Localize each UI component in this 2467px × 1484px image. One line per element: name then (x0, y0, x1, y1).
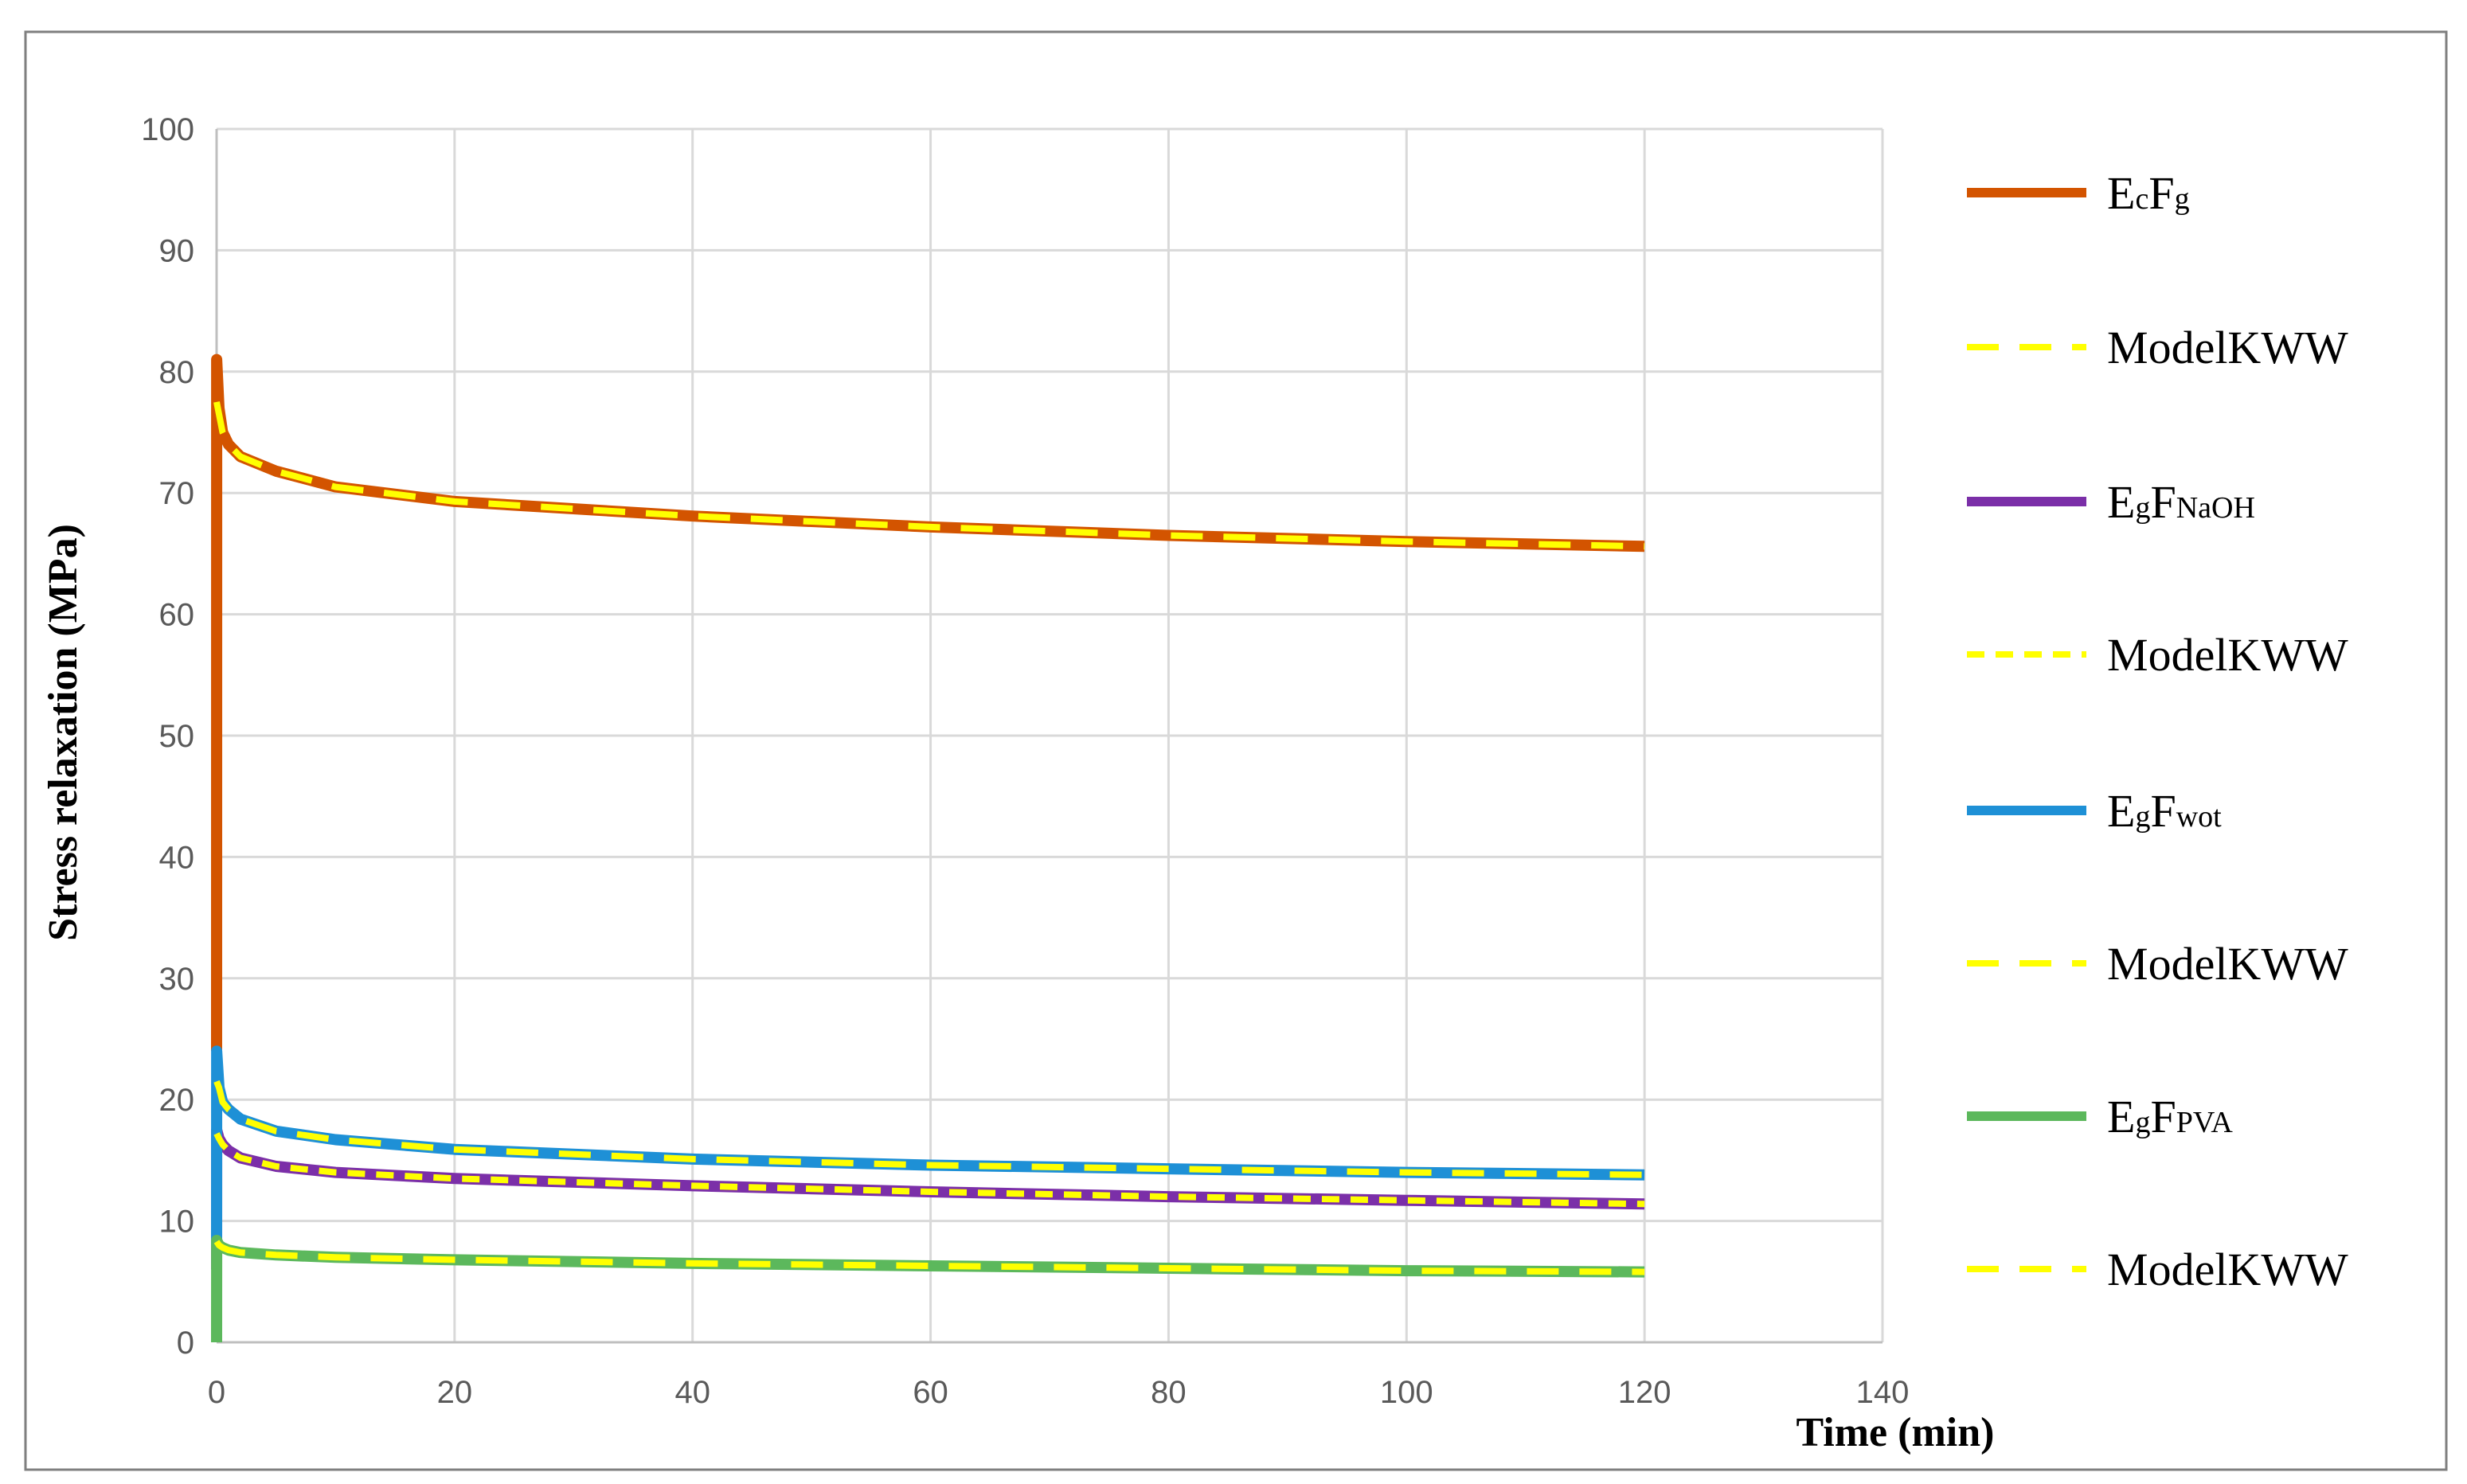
y-tick-label: 60 (159, 598, 195, 633)
x-tick-label: 120 (1618, 1375, 1671, 1410)
series-line-1 (213, 401, 1645, 550)
legend-label-7: ModelKWW (2107, 1244, 2348, 1295)
outer-frame (24, 30, 2448, 1471)
x-tick-label: 140 (1856, 1375, 1910, 1410)
legend-label-0: EcFg (2107, 167, 2190, 219)
y-tick-label: 20 (159, 1083, 195, 1118)
x-tick-label: 40 (674, 1375, 710, 1410)
y-tick-label: 50 (159, 719, 195, 754)
x-axis-title: Time (min) (1796, 1410, 1995, 1455)
legend-label-4: EgFwot (2107, 785, 2222, 837)
legend-label-6: EgFPVA (2107, 1091, 2233, 1142)
series-line-7 (213, 1240, 1645, 1275)
x-tick-label: 100 (1380, 1375, 1433, 1410)
x-tick-label: 0 (208, 1375, 225, 1410)
x-tick-labels: 0 20 40 60 80 100 120 140 (208, 1375, 1910, 1410)
gridlines (217, 127, 1884, 1342)
series-lines (211, 353, 1645, 1343)
y-tick-label: 70 (159, 476, 195, 511)
y-tick-labels: 0 10 20 30 40 50 60 70 80 90 100 (141, 112, 194, 1361)
y-tick-label: 40 (159, 840, 195, 875)
legend-label-2: EgFNaOH (2107, 476, 2255, 528)
legend: EcFg ModelKWW EgFNaOH ModelKWW EgFwot ModelKW… (1967, 167, 2348, 1295)
y-tick-label: 10 (159, 1205, 195, 1240)
series-line-5 (213, 1080, 1645, 1178)
x-tick-label: 20 (437, 1375, 473, 1410)
legend-label-5: ModelKWW (2107, 938, 2348, 990)
x-tick-label: 60 (913, 1375, 948, 1410)
y-tick-label: 0 (177, 1326, 194, 1361)
legend-label-3: ModelKWW (2107, 629, 2348, 681)
y-tick-label: 30 (159, 962, 195, 997)
legend-label-1: ModelKWW (2107, 322, 2348, 373)
y-tick-label: 90 (159, 233, 195, 268)
series-line-3 (213, 1132, 1645, 1208)
y-axis-title: Stress relaxation (MPa) (41, 524, 86, 941)
y-tick-label: 80 (159, 355, 195, 390)
y-tick-label: 100 (141, 112, 194, 147)
x-tick-label: 80 (1151, 1375, 1187, 1410)
